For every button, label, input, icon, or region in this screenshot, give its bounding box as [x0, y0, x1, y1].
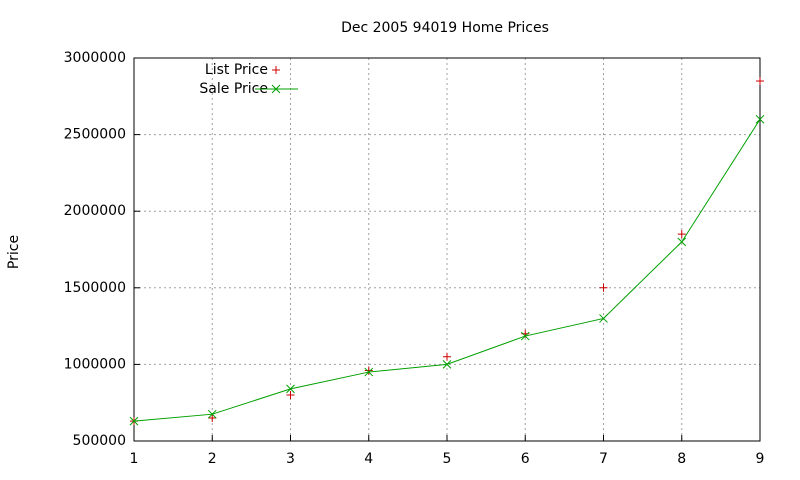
legend-label: List Price [205, 62, 268, 78]
data-point [129, 416, 139, 426]
data-point [599, 314, 608, 323]
y-tick-label: 2500000 [64, 127, 126, 143]
data-point [755, 114, 765, 124]
y-tick-label: 1000000 [64, 356, 126, 372]
x-tick-label: 2 [208, 451, 217, 467]
y-axis-label: Price [6, 235, 22, 269]
data-point [208, 414, 217, 423]
legend-marker [271, 84, 281, 94]
plot-border [133, 57, 761, 442]
y-tick-label: 1500000 [64, 280, 126, 296]
data-point [599, 283, 608, 292]
data-point [364, 366, 373, 375]
y-tick-label: 500000 [73, 433, 126, 449]
x-tick-label: 9 [756, 451, 765, 467]
x-tick-label: 3 [286, 451, 295, 467]
data-point [756, 76, 764, 85]
y-tick-label: 2000000 [64, 203, 126, 219]
data-point [286, 391, 295, 400]
data-point [442, 360, 452, 369]
data-point [520, 331, 530, 341]
x-tick-label: 6 [521, 451, 530, 467]
data-point [207, 409, 217, 419]
x-tick-label: 4 [364, 451, 373, 467]
y-tick-label: 3000000 [64, 50, 126, 66]
data-point [443, 352, 451, 361]
x-tick-label: 8 [677, 451, 686, 467]
chart-title: Dec 2005 94019 Home Prices [341, 20, 549, 36]
data-point [677, 230, 686, 239]
legend-marker [272, 66, 280, 74]
x-tick-label: 7 [599, 451, 608, 467]
x-tick-label: 5 [443, 451, 452, 467]
x-tick-label: 1 [130, 451, 139, 467]
data-point [677, 237, 687, 247]
legend-label: Sale Price [199, 81, 268, 97]
data-point [364, 367, 374, 377]
data-point [286, 384, 295, 394]
